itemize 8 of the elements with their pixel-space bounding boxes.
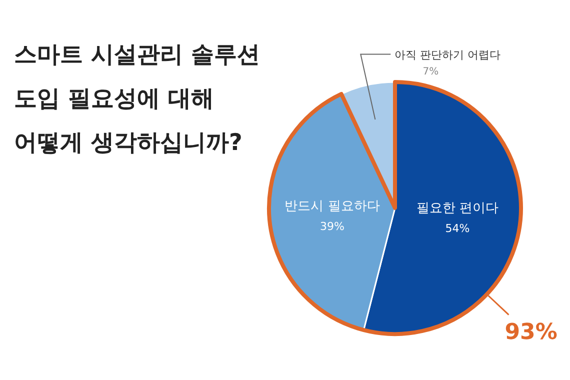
slice-label: 아직 판단하기 어렵다 <box>394 48 501 62</box>
data-label: 54% <box>445 222 470 235</box>
data-label: 39% <box>320 220 345 233</box>
text: 스마트 시설관리 솔루션 도입 필요성에 대해 어떻게 생각하십니까? <box>14 42 260 156</box>
slice-label: 반드시 필요하다 <box>284 198 380 214</box>
data-label: 7% <box>422 66 439 78</box>
text: 93% <box>504 320 558 345</box>
slice-label: 필요한 편이다 <box>416 200 499 216</box>
